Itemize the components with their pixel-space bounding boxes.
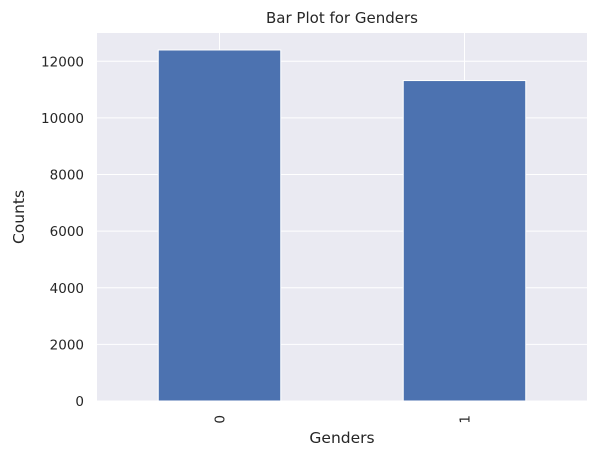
- y-tick-label: 12000: [41, 54, 84, 70]
- y-tick-labels: 0 2000 4000 6000 8000 10000 12000: [41, 54, 84, 410]
- x-tick-label: 1: [458, 415, 474, 424]
- bar-1: [402, 80, 527, 402]
- y-tick-label: 4000: [50, 281, 84, 297]
- y-axis-label: Counts: [10, 190, 28, 244]
- y-tick-label: 10000: [41, 111, 84, 127]
- x-tick-label: 0: [213, 415, 229, 424]
- y-tick-label: 2000: [50, 337, 84, 353]
- bars: [157, 49, 527, 402]
- y-tick-label: 8000: [50, 168, 84, 184]
- bar-0: [157, 49, 282, 402]
- chart-title: Bar Plot for Genders: [266, 9, 418, 27]
- x-axis-label: Genders: [309, 429, 374, 447]
- y-tick-label: 0: [75, 394, 84, 410]
- y-tick-label: 6000: [50, 224, 84, 240]
